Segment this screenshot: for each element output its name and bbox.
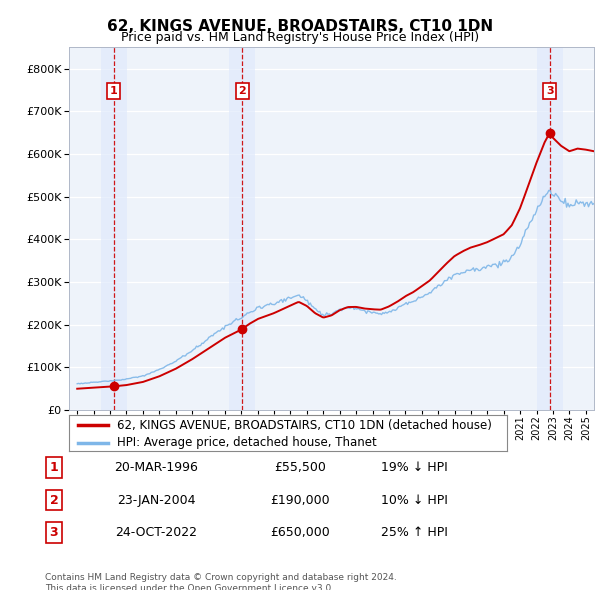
- Text: 10% ↓ HPI: 10% ↓ HPI: [380, 493, 448, 507]
- Text: 1: 1: [50, 461, 58, 474]
- Text: 2: 2: [50, 493, 58, 507]
- Bar: [229, 47, 256, 410]
- Text: 3: 3: [50, 526, 58, 539]
- Bar: [537, 47, 563, 410]
- Text: £190,000: £190,000: [270, 493, 330, 507]
- Text: HPI: Average price, detached house, Thanet: HPI: Average price, detached house, Than…: [117, 436, 377, 449]
- Text: 23-JAN-2004: 23-JAN-2004: [117, 493, 195, 507]
- Text: 62, KINGS AVENUE, BROADSTAIRS, CT10 1DN (detached house): 62, KINGS AVENUE, BROADSTAIRS, CT10 1DN …: [117, 418, 492, 431]
- Text: 1: 1: [110, 86, 118, 96]
- Text: 25% ↑ HPI: 25% ↑ HPI: [380, 526, 448, 539]
- Text: 24-OCT-2022: 24-OCT-2022: [115, 526, 197, 539]
- Text: 3: 3: [546, 86, 554, 96]
- Text: 19% ↓ HPI: 19% ↓ HPI: [380, 461, 448, 474]
- Text: 20-MAR-1996: 20-MAR-1996: [114, 461, 198, 474]
- Text: 2: 2: [238, 86, 246, 96]
- Text: £650,000: £650,000: [270, 526, 330, 539]
- Text: Price paid vs. HM Land Registry's House Price Index (HPI): Price paid vs. HM Land Registry's House …: [121, 31, 479, 44]
- Text: £55,500: £55,500: [274, 461, 326, 474]
- Bar: [101, 47, 127, 410]
- Text: 62, KINGS AVENUE, BROADSTAIRS, CT10 1DN: 62, KINGS AVENUE, BROADSTAIRS, CT10 1DN: [107, 19, 493, 34]
- Text: Contains HM Land Registry data © Crown copyright and database right 2024.
This d: Contains HM Land Registry data © Crown c…: [45, 573, 397, 590]
